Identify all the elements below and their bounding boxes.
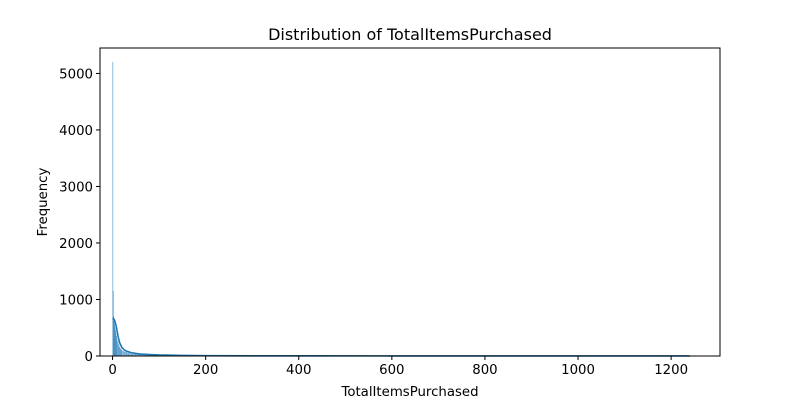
y-tick-label: 2000 bbox=[59, 237, 93, 252]
x-axis-label: TotalItemsPurchased bbox=[340, 385, 478, 400]
y-tick-label: 3000 bbox=[59, 180, 93, 195]
x-tick-label: 1200 bbox=[654, 363, 688, 378]
y-tick-label: 5000 bbox=[59, 67, 93, 82]
histogram-bar bbox=[124, 351, 127, 357]
x-tick-label: 1000 bbox=[561, 363, 595, 378]
kde-curve bbox=[112, 317, 690, 357]
kde-line bbox=[112, 317, 690, 357]
x-tick-label: 800 bbox=[472, 363, 497, 378]
x-tick-label: 400 bbox=[286, 363, 311, 378]
y-tick-label: 0 bbox=[85, 350, 93, 365]
histogram-bar bbox=[121, 350, 125, 357]
plot-frame bbox=[99, 47, 721, 357]
x-tick-label: 600 bbox=[379, 363, 404, 378]
y-axis-label: Frequency bbox=[36, 168, 51, 237]
x-tick-label: 0 bbox=[108, 363, 116, 378]
x-axis-ticks: 0 200 400 600 800 1000 1200 bbox=[108, 356, 688, 378]
x-tick-label: 200 bbox=[193, 363, 218, 378]
y-tick-label: 1000 bbox=[59, 293, 93, 308]
y-axis-ticks: 0 1000 2000 3000 4000 5000 bbox=[59, 67, 100, 365]
histogram-bars bbox=[112, 61, 690, 357]
y-tick-label: 4000 bbox=[59, 124, 93, 139]
chart-title: Distribution of TotalItemsPurchased bbox=[268, 25, 552, 44]
